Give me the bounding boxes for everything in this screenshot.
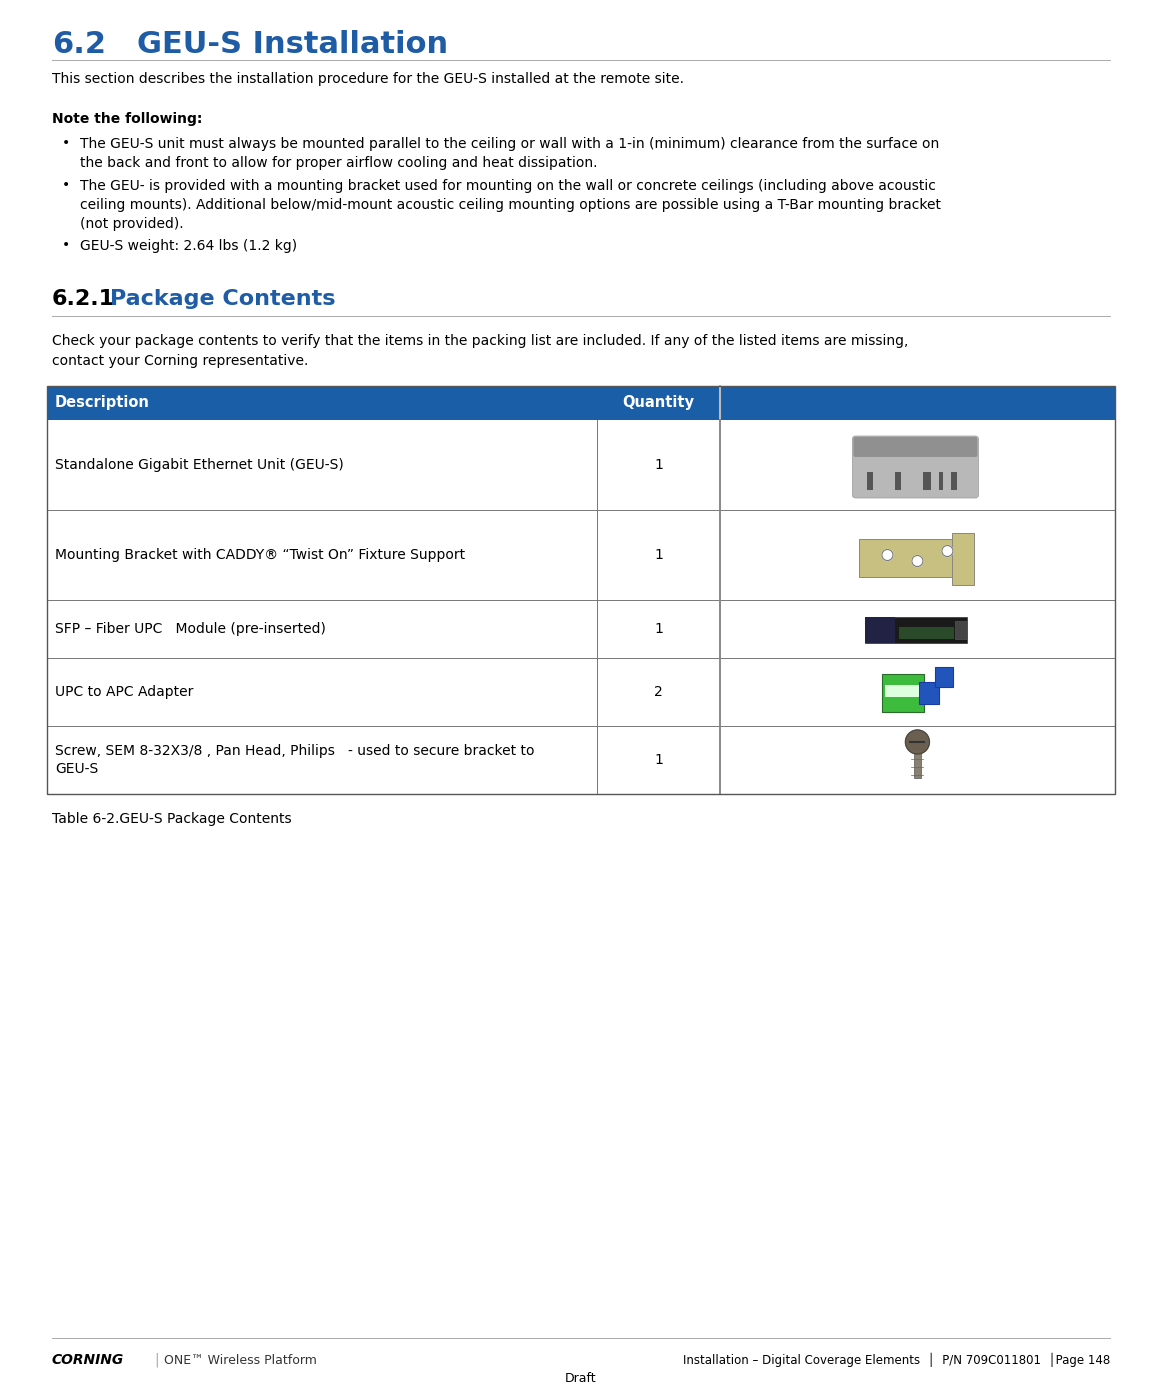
Bar: [885, 685, 919, 696]
Text: 1: 1: [654, 547, 662, 561]
Bar: [866, 617, 968, 644]
Text: •: •: [62, 238, 71, 252]
Bar: [866, 617, 896, 644]
Text: This section describes the installation procedure for the GEU-S installed at the: This section describes the installation …: [52, 72, 684, 86]
Text: Installation – Digital Coverage Elements  │  P/N 709C011801  │Page 148: Installation – Digital Coverage Elements…: [683, 1353, 1110, 1367]
FancyBboxPatch shape: [853, 437, 978, 457]
Bar: [47, 386, 1116, 794]
Text: The GEU- is provided with a mounting bracket used for mounting on the wall or co: The GEU- is provided with a mounting bra…: [80, 178, 941, 231]
Bar: [882, 674, 925, 712]
Bar: [867, 472, 874, 490]
Text: 1: 1: [654, 754, 662, 768]
Text: CORNING: CORNING: [52, 1353, 124, 1367]
Text: ONE™ Wireless Platform: ONE™ Wireless Platform: [164, 1354, 317, 1367]
Bar: [951, 472, 957, 490]
Text: GEU-S Installation: GEU-S Installation: [138, 31, 449, 59]
Text: 1: 1: [654, 623, 662, 637]
Text: The GEU-S unit must always be mounted parallel to the ceiling or wall with a 1-i: The GEU-S unit must always be mounted pa…: [80, 137, 939, 170]
Text: Package Contents: Package Contents: [110, 288, 335, 309]
Circle shape: [905, 730, 929, 754]
Text: Standalone Gigabit Ethernet Unit (GEU-S): Standalone Gigabit Ethernet Unit (GEU-S): [55, 458, 343, 472]
Circle shape: [942, 546, 953, 556]
Bar: [955, 621, 968, 639]
Bar: [927, 472, 932, 490]
Circle shape: [912, 556, 922, 567]
Bar: [47, 600, 1116, 657]
Bar: [924, 472, 929, 490]
Text: contact your Corning representative.: contact your Corning representative.: [52, 354, 309, 368]
Bar: [914, 744, 921, 779]
Text: Mounting Bracket with CADDY® “Twist On” Fixture Support: Mounting Bracket with CADDY® “Twist On” …: [55, 547, 465, 561]
Text: 6.2: 6.2: [52, 31, 106, 59]
FancyBboxPatch shape: [852, 436, 978, 499]
Text: 2: 2: [654, 685, 662, 699]
Bar: [47, 386, 1116, 421]
Text: UPC to APC Adapter: UPC to APC Adapter: [55, 685, 193, 699]
Circle shape: [882, 549, 892, 560]
Text: Draft: Draft: [565, 1372, 596, 1385]
Text: Screw, SEM 8-32X3/8 , Pan Head, Philips   - used to secure bracket to
GEU-S: Screw, SEM 8-32X3/8 , Pan Head, Philips …: [55, 744, 534, 776]
Text: |: |: [154, 1353, 158, 1368]
Bar: [896, 472, 902, 490]
Text: •: •: [62, 137, 71, 150]
Bar: [951, 472, 955, 490]
Text: Description: Description: [55, 396, 150, 411]
Bar: [47, 726, 1116, 794]
Bar: [47, 510, 1116, 600]
Bar: [899, 627, 955, 639]
Bar: [47, 657, 1116, 726]
Text: Table 6-2.GEU-S Package Contents: Table 6-2.GEU-S Package Contents: [52, 812, 291, 826]
Text: Check your package contents to verify that the items in the packing list are inc: Check your package contents to verify th…: [52, 334, 909, 348]
Text: Note the following:: Note the following:: [52, 111, 202, 125]
Text: GEU-S weight: 2.64 lbs (1.2 kg): GEU-S weight: 2.64 lbs (1.2 kg): [80, 240, 297, 254]
Bar: [940, 472, 943, 490]
Bar: [919, 683, 940, 703]
Text: SFP – Fiber UPC   Module (pre-inserted): SFP – Fiber UPC Module (pre-inserted): [55, 623, 326, 637]
Bar: [935, 667, 954, 687]
Text: 6.2.1: 6.2.1: [52, 288, 116, 309]
Bar: [953, 534, 975, 585]
Text: •: •: [62, 178, 71, 192]
Bar: [47, 421, 1116, 510]
Bar: [859, 539, 968, 577]
Text: Quantity: Quantity: [622, 396, 695, 411]
Text: 1: 1: [654, 458, 662, 472]
